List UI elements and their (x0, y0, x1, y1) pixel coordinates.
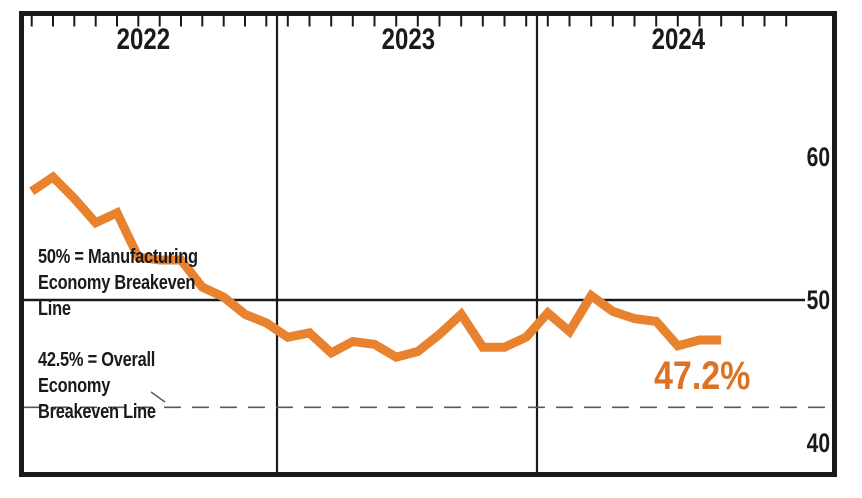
manufacturing-breakeven-annotation: 50% = Manufacturing Economy Breakeven Li… (38, 246, 198, 320)
year-label-2022: 2022 (116, 23, 170, 56)
y-axis-label-60: 60 (806, 142, 830, 172)
pmi-line (29, 171, 722, 363)
plot-border (19, 11, 837, 477)
overall-breakeven-annotation: 42.5% = Overall Economy Breakeven Line (38, 349, 156, 423)
year-label-2023: 2023 (381, 23, 435, 56)
annotation-pointer-line (150, 391, 166, 403)
month-ticks (30, 16, 788, 27)
y-axis-label-50: 50 (806, 285, 830, 315)
year-label-2024: 2024 (651, 23, 705, 56)
current-value-label: 47.2% (654, 354, 751, 398)
y-axis-label-40: 40 (806, 428, 830, 458)
